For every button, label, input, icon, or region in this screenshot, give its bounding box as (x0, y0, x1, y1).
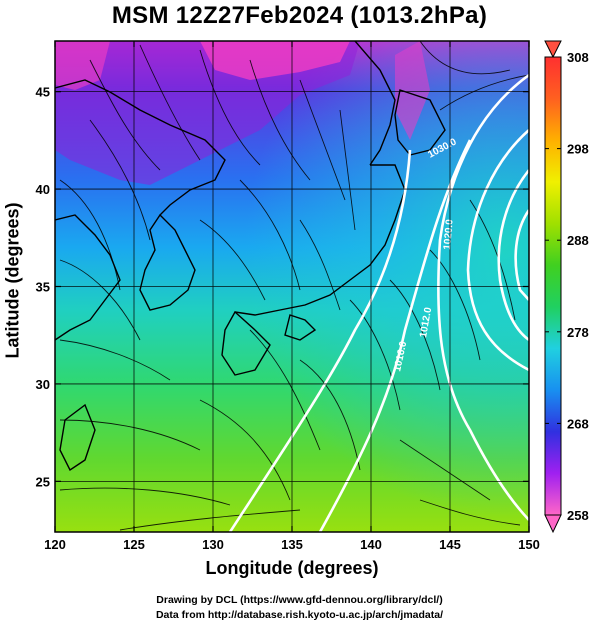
x-tick-label: 150 (518, 537, 540, 552)
y-tick-label: 30 (36, 377, 50, 392)
colorbar-tick-label: 308 (567, 50, 589, 65)
isobar-1020 (437, 73, 529, 521)
y-tick-label: 25 (36, 474, 50, 489)
isobar-1024 (466, 129, 529, 372)
grid-lines (55, 41, 529, 532)
y-tick-label: 40 (36, 182, 50, 197)
x-axis-title: Longitude (degrees) (205, 558, 379, 578)
x-tick-label: 125 (123, 537, 145, 552)
isobar-1016 (318, 139, 472, 532)
x-tick-label: 140 (360, 537, 382, 552)
colorbar: 258 268 278 288 298 308 (544, 40, 589, 534)
x-tick-label: 135 (281, 537, 303, 552)
colorbar-extend-high (544, 40, 562, 59)
colorbar-tick-label: 288 (567, 233, 589, 248)
credit-drawing: Drawing by DCL (https://www.gfd-dennou.o… (156, 594, 443, 606)
colorbar-ticks: 258 268 278 288 298 308 (545, 50, 589, 523)
coldest-region-north (200, 41, 350, 80)
cold-sakhalin-region (395, 41, 430, 140)
cold-continent-region (55, 41, 360, 185)
figure-title: MSM 12Z27Feb2024 (1013.2hPa) (111, 2, 488, 29)
x-tick-label: 130 (202, 537, 224, 552)
x-tick-label: 145 (439, 537, 461, 552)
colorbar-tick-label: 258 (567, 508, 589, 523)
isobar-1012 (228, 149, 412, 532)
colorbar-extend-low (544, 514, 562, 534)
isobar-label-1012: 1012.0 (418, 306, 434, 338)
x-tick-label: 120 (44, 537, 66, 552)
colorbar-tick-label: 268 (567, 416, 589, 431)
y-tick-label: 35 (36, 280, 50, 295)
coldest-region-northwest (55, 41, 110, 90)
colorbar-tick-label: 278 (567, 325, 589, 340)
isobar-label-1020: 1020.0 (442, 218, 456, 250)
axis-ticks: 120 125 130 135 140 145 150 25 30 35 40 45 (36, 41, 540, 552)
isobar-1028 (497, 169, 529, 342)
credit-data: Data from http://database.rish.kyoto-u.a… (155, 609, 444, 621)
y-axis-title: Latitude (degrees) (2, 202, 23, 359)
y-tick-label: 45 (36, 85, 50, 100)
colorbar-scale (544, 56, 562, 516)
isobar-1030 (514, 209, 529, 301)
colorbar-tick-label: 298 (567, 142, 589, 157)
coastlines (55, 41, 446, 472)
isobars (228, 73, 529, 532)
